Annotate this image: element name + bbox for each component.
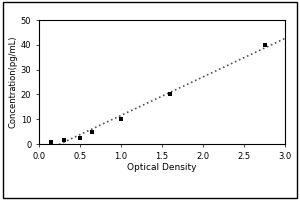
Point	[90, 130, 95, 133]
Point	[118, 118, 123, 121]
Y-axis label: Concentration(pg/mL): Concentration(pg/mL)	[9, 36, 18, 128]
Point	[262, 43, 267, 46]
Point	[78, 136, 82, 139]
X-axis label: Optical Density: Optical Density	[127, 163, 197, 172]
Point	[61, 139, 66, 142]
Point	[49, 140, 54, 143]
Point	[168, 93, 172, 96]
